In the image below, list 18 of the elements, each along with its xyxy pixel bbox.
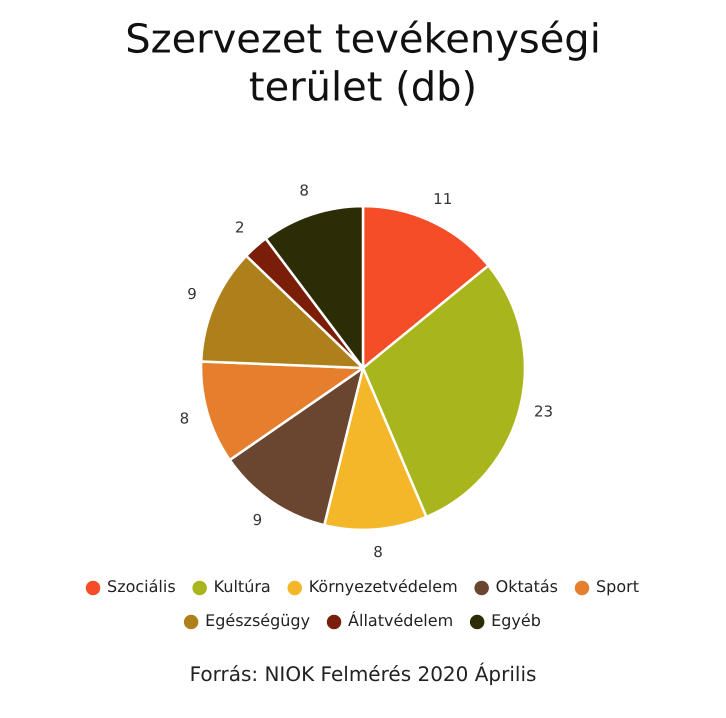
chart-title: Szervezet tevékenységi terület (db) (125, 16, 601, 110)
legend-label: Környezetvédelem (308, 577, 458, 596)
data-label: 8 (373, 543, 383, 562)
data-label: 2 (234, 218, 244, 237)
legend-label: Egészségügy (205, 611, 310, 630)
data-label: 9 (252, 510, 262, 529)
legend-label: Sport (596, 577, 639, 596)
legend-label: Egyéb (491, 611, 541, 630)
data-label: 23 (534, 402, 554, 420)
text: Forrás: NIOK Felmérés 2020 Április (188, 662, 538, 686)
legend-label: Oktatás (496, 577, 558, 596)
legend-label: Állatvédelem (348, 611, 454, 630)
data-label: 8 (299, 182, 309, 200)
legend-label: Kultúra (214, 577, 271, 596)
legend-label: Szociális (107, 577, 176, 596)
data-label: 9 (187, 285, 197, 304)
data-label: 11 (433, 190, 452, 208)
data-label: 8 (180, 410, 190, 428)
